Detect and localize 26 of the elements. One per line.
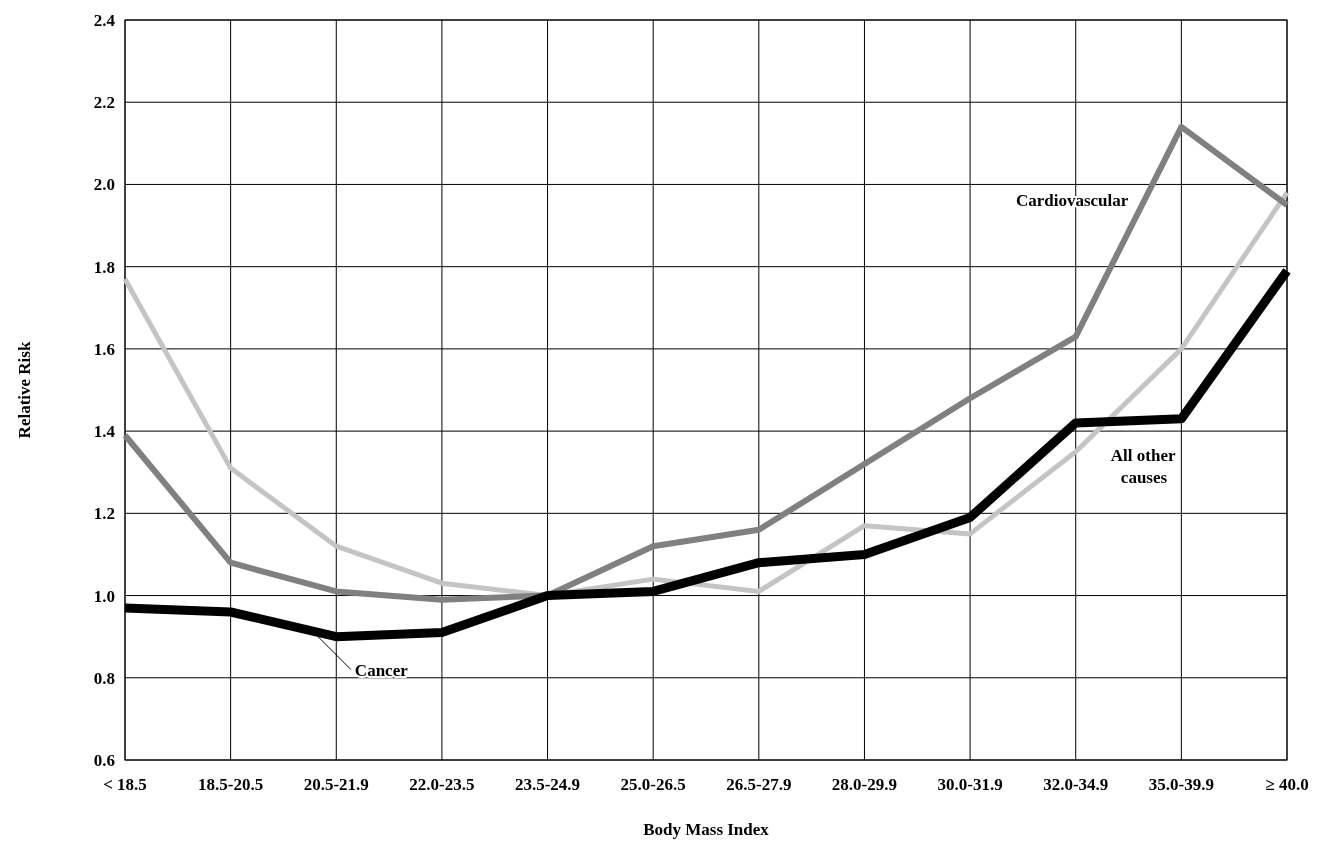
y-tick-label: 2.4	[93, 10, 116, 30]
series-label: All other causes	[1110, 446, 1176, 488]
x-tick-label: 32.0-34.9	[1043, 775, 1109, 794]
x-tick-label: 22.0-23.5	[409, 775, 475, 794]
x-tick-label: 20.5-21.9	[303, 775, 369, 794]
x-tick-label: 28.0-29.9	[831, 775, 898, 794]
x-tick-label: 30.0-31.9	[937, 775, 1003, 794]
y-tick-label: 1.2	[93, 504, 115, 524]
x-tick-label: 18.5-20.5	[198, 775, 264, 794]
y-axis-title: Relative Risk	[15, 341, 34, 439]
y-tick-label: 2.2	[93, 93, 115, 113]
y-tick-label: 1.6	[93, 339, 115, 359]
x-tick-label: 26.5-27.9	[726, 775, 792, 794]
x-tick-label: 35.0-39.9	[1148, 775, 1214, 794]
x-tick-label: < 18.5	[103, 775, 147, 794]
y-tick-label: 1.8	[93, 257, 115, 277]
x-tick-label: ≥ 40.0	[1265, 775, 1309, 794]
series-label: Cancer	[354, 660, 409, 680]
y-tick-label: 1.0	[93, 586, 115, 606]
y-tick-label: 0.6	[93, 750, 115, 770]
y-tick-label: 1.4	[93, 422, 116, 442]
x-tick-label: 25.0-26.5	[620, 775, 686, 794]
x-axis-title: Body Mass Index	[643, 820, 770, 839]
y-tick-label: 0.8	[93, 668, 115, 688]
x-tick-label: 23.5-24.9	[514, 775, 581, 794]
y-tick-label: 2.0	[93, 175, 115, 195]
